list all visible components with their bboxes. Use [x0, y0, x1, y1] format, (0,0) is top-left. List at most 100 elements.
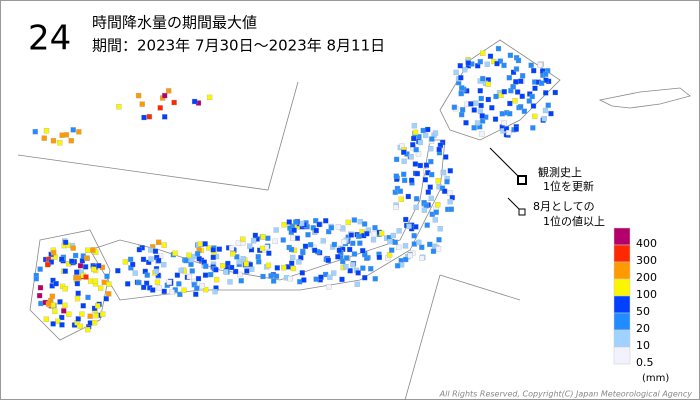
- station: [422, 177, 429, 183]
- station: [416, 239, 422, 246]
- station: [495, 45, 502, 52]
- station: [499, 111, 505, 117]
- station: [514, 89, 521, 95]
- station: [350, 240, 356, 246]
- station: [372, 225, 378, 231]
- station: [57, 299, 63, 305]
- station: [313, 227, 319, 234]
- station: [356, 233, 362, 239]
- station: [526, 98, 532, 104]
- station: [440, 169, 447, 176]
- station: [530, 125, 536, 131]
- station: [532, 85, 538, 91]
- copyright: All Rights Reserved, Copyright(C) Japan …: [439, 390, 693, 399]
- station: [174, 272, 181, 278]
- station: [347, 268, 353, 274]
- station: [45, 301, 52, 307]
- station: [52, 308, 58, 314]
- station: [139, 101, 145, 107]
- station: [355, 270, 361, 276]
- station: [302, 243, 309, 249]
- station: [127, 256, 134, 263]
- station: [458, 90, 464, 97]
- station: [177, 291, 183, 298]
- station: [394, 263, 401, 269]
- station: [305, 232, 311, 238]
- station: [411, 135, 417, 142]
- station: [362, 275, 368, 281]
- station: [155, 239, 162, 245]
- station: [260, 234, 266, 240]
- station: [141, 284, 147, 291]
- station: [299, 270, 305, 276]
- station: [77, 263, 84, 269]
- station: [507, 52, 514, 58]
- station: [266, 250, 272, 256]
- station: [260, 273, 266, 280]
- station: [541, 116, 547, 122]
- station: [186, 252, 192, 258]
- station: [478, 95, 484, 102]
- station: [83, 274, 89, 280]
- station: [494, 60, 500, 67]
- station: [341, 239, 347, 245]
- note-line: 1位の値以上: [543, 214, 605, 228]
- station: [66, 311, 72, 317]
- station: [166, 279, 172, 285]
- station: [487, 53, 494, 59]
- station: [223, 269, 229, 275]
- station: [401, 171, 407, 177]
- legend: 400 300 200 100 50 20 10 0.5 (mm): [613, 227, 669, 384]
- station: [433, 209, 439, 215]
- station: [447, 190, 453, 196]
- station: [172, 250, 178, 256]
- station: [422, 132, 429, 139]
- station: [93, 312, 99, 319]
- station: [290, 235, 296, 241]
- station: [95, 303, 101, 309]
- station: [166, 88, 172, 94]
- station: [75, 275, 82, 281]
- station: [148, 247, 154, 253]
- station: [543, 90, 549, 96]
- station: [300, 249, 306, 256]
- station: [296, 259, 302, 265]
- station: [289, 260, 295, 266]
- station: [528, 62, 534, 68]
- station: [479, 113, 485, 119]
- station: [401, 158, 407, 164]
- station: [252, 232, 259, 239]
- station: [331, 241, 338, 248]
- station: [50, 302, 56, 308]
- station: [444, 179, 450, 185]
- station: [106, 281, 112, 287]
- station: [53, 280, 59, 287]
- station: [227, 279, 233, 285]
- station: [529, 93, 535, 100]
- station: [237, 271, 243, 278]
- station: [518, 78, 524, 84]
- station: [436, 146, 442, 153]
- station: [161, 288, 167, 295]
- station: [432, 130, 439, 136]
- station: [361, 221, 368, 227]
- station: [294, 235, 301, 241]
- station: [96, 263, 102, 269]
- station: [387, 238, 393, 245]
- station: [61, 308, 67, 314]
- station: [510, 69, 517, 75]
- station: [421, 207, 428, 213]
- station: [236, 259, 242, 265]
- station: [437, 226, 443, 232]
- station: [484, 61, 490, 67]
- station: [313, 276, 319, 282]
- station: [451, 104, 458, 110]
- station: [136, 246, 143, 253]
- station: [136, 279, 142, 286]
- station: [423, 162, 430, 168]
- station: [116, 104, 122, 110]
- station: [428, 158, 434, 165]
- station: [420, 127, 426, 134]
